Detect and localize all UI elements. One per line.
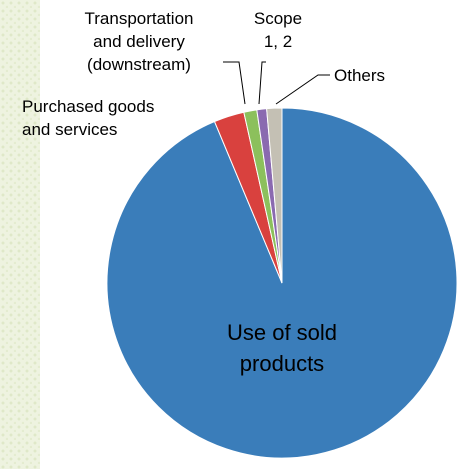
leader-lines	[223, 61, 330, 105]
slice-label-transportation-and-delivery-downstream: Transportation and delivery (downstream)	[85, 9, 194, 74]
slice-labels: Use of sold products Purchased goods and se…	[22, 9, 385, 376]
patterned-side-strip	[0, 0, 40, 469]
pie-slice-others	[266, 107, 283, 284]
leader-line-others	[275, 74, 330, 105]
slice-label-scope-1-2: Scope 1, 2	[254, 9, 302, 51]
slice-label-others: Others	[334, 66, 385, 85]
slice-label-use-of-sold-products: Use of sold products	[227, 320, 337, 376]
slice-label-purchased-goods-and-services: Purchased goods and services	[22, 97, 154, 139]
pie-slices	[106, 107, 458, 459]
leader-line-scope-1-2	[258, 61, 266, 105]
leader-line-transportation-and-delivery-downstream	[223, 61, 246, 105]
